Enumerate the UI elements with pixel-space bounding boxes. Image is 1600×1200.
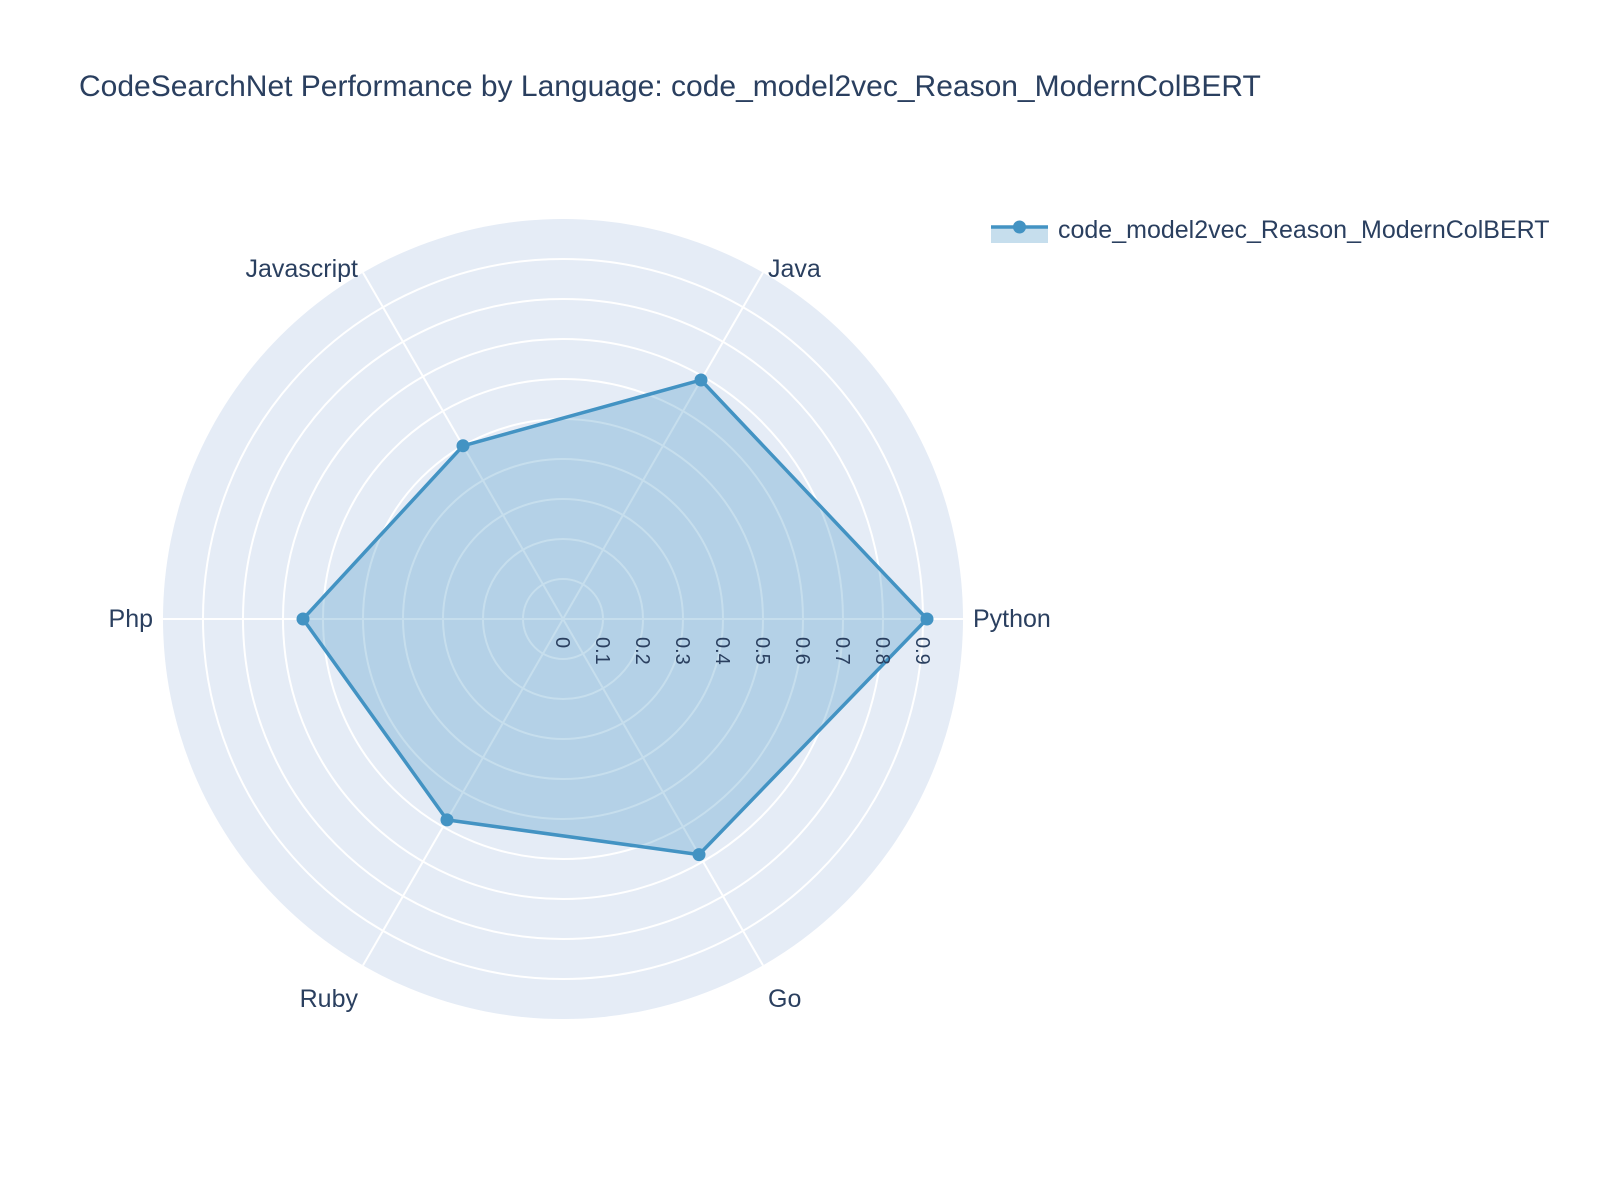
radial-tick-label: 0.6 — [791, 637, 813, 665]
chart-title: CodeSearchNet Performance by Language: c… — [79, 70, 1261, 103]
axis-label-javascript: Javascript — [245, 255, 358, 283]
data-point-java — [694, 373, 708, 387]
data-point-ruby — [440, 813, 454, 827]
radial-tick-label: 0.2 — [631, 637, 653, 665]
grid-spoke — [562, 272, 764, 620]
radial-tick-label: 0.1 — [591, 637, 613, 665]
radial-tick-labels: 0 0.1 0.2 0.3 0.4 0.5 0.6 0.7 0.8 0.9 — [551, 637, 933, 665]
data-point-python — [920, 612, 934, 626]
axis-label-python: Python — [973, 605, 1051, 633]
radial-tick-label: 0.4 — [711, 637, 733, 665]
axis-label-go: Go — [768, 985, 801, 1013]
legend-item[interactable]: code_model2vec_Reason_ModernColBERT — [991, 216, 1550, 244]
radial-tick-label: 0.5 — [751, 637, 773, 665]
axis-label-java: Java — [768, 255, 821, 283]
trace-layer — [296, 373, 934, 862]
axis-label-ruby: Ruby — [300, 985, 359, 1013]
axis-label-php: Php — [109, 605, 153, 633]
legend-marker-icon — [1013, 220, 1026, 234]
radial-tick-label: 0.8 — [871, 637, 893, 665]
radial-tick-label: 0.3 — [671, 637, 693, 665]
legend-item-label: code_model2vec_Reason_ModernColBERT — [1058, 216, 1550, 244]
data-point-php — [296, 612, 310, 626]
radial-tick-label: 0.9 — [911, 637, 933, 665]
data-point-go — [692, 848, 706, 862]
data-point-javascript — [456, 439, 470, 453]
legend: code_model2vec_Reason_ModernColBERT — [991, 216, 1550, 244]
radial-tick-label: 0.7 — [831, 637, 853, 665]
radial-tick-label: 0 — [551, 637, 573, 648]
legend-fill-swatch — [991, 227, 1048, 243]
category-labels: Python Java Javascript Php Ruby Go — [109, 255, 1051, 1013]
grid-spoke — [362, 618, 564, 966]
grid-spoke — [562, 618, 764, 966]
